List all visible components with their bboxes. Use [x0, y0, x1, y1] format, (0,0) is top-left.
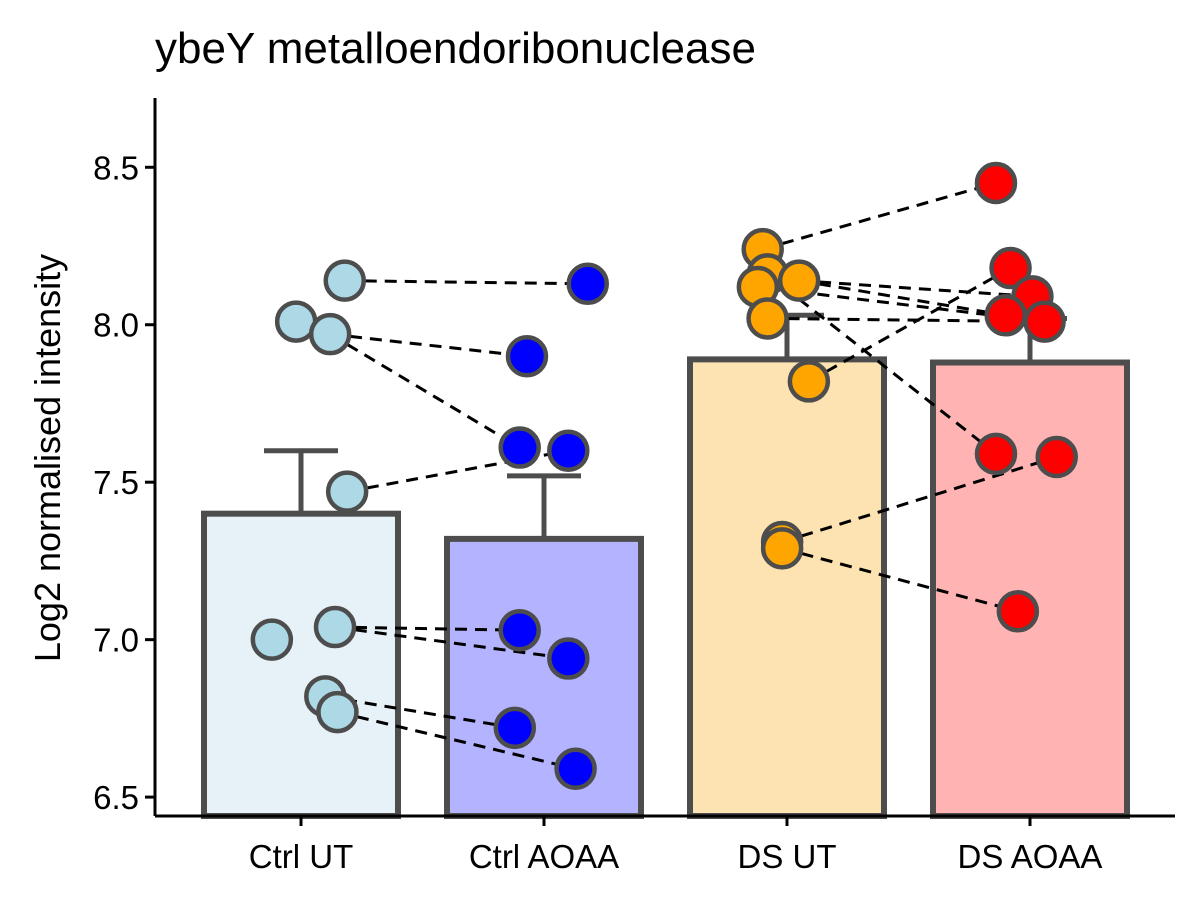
point-3-6 [1023, 300, 1066, 343]
bar-1 [444, 535, 644, 819]
points-layer [250, 161, 1078, 791]
point-1-3 [547, 429, 590, 472]
point-3-2 [974, 432, 1018, 476]
x-tick-label-0: Ctrl UT [249, 838, 353, 875]
y-tick-label-3: 8.0 [93, 307, 139, 344]
point-1-6 [493, 706, 537, 750]
point-3-1 [989, 246, 1032, 290]
pair-line-0 [344, 279, 588, 286]
point-2-5 [787, 360, 831, 403]
pair-line-1 [329, 332, 528, 358]
y-tick-label-1: 7.0 [93, 622, 139, 659]
point-3-3 [1035, 435, 1078, 479]
pair-line-10 [798, 279, 1006, 317]
y-tick-label-4: 8.5 [93, 149, 139, 186]
point-2-7 [760, 527, 804, 570]
point-1-7 [554, 747, 597, 791]
point-1-1 [505, 334, 549, 378]
pair-line-13 [766, 273, 997, 456]
point-1-0 [566, 262, 609, 306]
pair-line-15 [781, 455, 1058, 544]
bar-0 [201, 510, 401, 819]
bar-2 [687, 356, 887, 819]
point-0-5 [250, 618, 294, 661]
x-tick-label-1: Ctrl AOAA [469, 838, 619, 875]
point-2-3 [777, 259, 821, 302]
point-2-4 [746, 297, 789, 340]
point-0-0 [323, 259, 366, 302]
pair-line-6 [325, 694, 516, 730]
pair-line-16 [781, 546, 1019, 613]
y-tick-label-0: 6.5 [93, 779, 139, 816]
pair-line-2 [329, 332, 521, 449]
point-0-2 [308, 312, 352, 356]
bar-3 [930, 359, 1130, 819]
axes-layer: 6.5 7.0 7.5 8.0 8.5 Ctrl UT Ctrl AOAA DS UT DS A… [93, 98, 1175, 875]
x-tick-label-2: DS UT [738, 838, 837, 875]
pair-line-7 [337, 710, 576, 771]
point-3-7 [996, 590, 1040, 633]
point-0-7 [316, 690, 359, 734]
chart-title: ybeY metalloendoribonuclease [155, 24, 756, 73]
pair-line-4 [334, 625, 520, 632]
y-axis-label: Log2 normalised intensity [27, 254, 68, 662]
point-3-0 [974, 161, 1018, 205]
point-0-4 [313, 605, 357, 649]
point-3-5 [984, 294, 1027, 337]
point-1-4 [498, 608, 541, 652]
point-0-3 [325, 470, 369, 513]
x-tick-label-3: DS AOAA [958, 838, 1103, 875]
point-1-2 [498, 426, 541, 469]
pair-line-8 [762, 181, 997, 251]
point-1-5 [547, 637, 590, 680]
y-tick-label-2: 7.5 [93, 464, 139, 501]
bars-layer [201, 312, 1130, 819]
